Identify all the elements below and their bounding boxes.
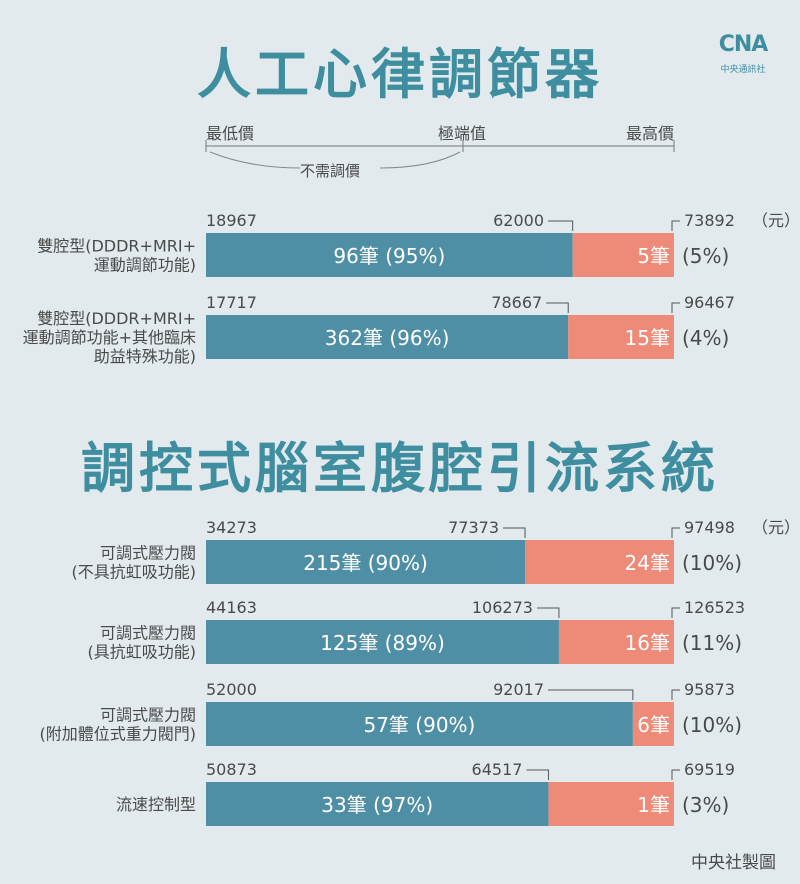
max-connector (671, 769, 680, 780)
legend-max-label: 最高價 (626, 124, 675, 143)
normal-bar (206, 620, 559, 664)
threshold-value-label: 62000 (493, 211, 544, 230)
normal-count-label: 125筆 (89%) (320, 631, 445, 655)
extreme-count-label: 5筆 (637, 244, 670, 268)
unit-label: （元） (752, 518, 800, 537)
row-label: 運動調節功能+其他臨床 (23, 328, 196, 347)
extreme-pct-label: (11%) (682, 631, 742, 655)
extreme-bar (568, 315, 674, 359)
max-value-label: 95873 (684, 680, 735, 699)
shunt-title: 調控式腦室腹腔引流系統 (81, 437, 719, 500)
min-value-label: 18967 (206, 211, 257, 230)
extreme-bar (572, 233, 674, 277)
row-label: (不具抗虹吸功能) (72, 563, 197, 582)
extreme-bar (525, 540, 674, 584)
max-value-label: 126523 (684, 598, 745, 617)
row-label: 助益特殊功能) (94, 347, 196, 366)
max-connector (671, 302, 680, 313)
row-label: 可調式壓力閥 (100, 624, 196, 643)
extreme-pct-label: (10%) (682, 551, 742, 575)
extreme-count-label: 16筆 (625, 631, 670, 655)
legend-no-adjust-label: 不需調價 (300, 162, 361, 180)
max-value-label: 97498 (684, 518, 735, 537)
threshold-value-label: 106273 (472, 598, 533, 617)
threshold-connector (503, 527, 526, 538)
threshold-value-label: 78667 (491, 293, 542, 312)
max-connector (671, 689, 680, 700)
extreme-count-label: 15筆 (625, 326, 670, 350)
min-value-label: 52000 (206, 680, 257, 699)
row-label: (具抗虹吸功能) (88, 643, 197, 662)
threshold-connector (548, 689, 634, 700)
min-value-label: 17717 (206, 293, 257, 312)
extreme-pct-label: (4%) (682, 326, 729, 350)
threshold-connector (536, 607, 560, 618)
logo-brand-text: CNA (718, 32, 769, 57)
normal-count-label: 96筆 (95%) (333, 244, 445, 268)
threshold-value-label: 64517 (472, 760, 523, 779)
threshold-connector (546, 302, 569, 313)
pacemaker-title: 人工心律調節器 (197, 43, 603, 106)
unit-label: （元） (752, 211, 800, 230)
extreme-bar (548, 782, 674, 826)
max-value-label: 96467 (684, 293, 735, 312)
threshold-connector (548, 220, 574, 231)
normal-bar (206, 315, 569, 359)
min-value-label: 50873 (206, 760, 257, 779)
extreme-pct-label: (3%) (682, 793, 729, 817)
extreme-bar (632, 702, 674, 746)
min-value-label: 44163 (206, 598, 257, 617)
extreme-pct-label: (5%) (682, 244, 729, 268)
threshold-value-label: 77373 (448, 518, 499, 537)
legend-min-label: 最低價 (206, 124, 255, 143)
extreme-pct-label: (10%) (682, 713, 742, 737)
row-label: 運動調節功能) (94, 256, 196, 275)
normal-bar (206, 540, 526, 584)
normal-bar (206, 702, 633, 746)
max-value-label: 73892 (684, 211, 735, 230)
threshold-connector (526, 769, 549, 780)
min-value-label: 34273 (206, 518, 257, 537)
extreme-count-label: 1筆 (637, 793, 670, 817)
max-value-label: 69519 (684, 760, 735, 779)
row-label: 流速控制型 (116, 795, 196, 814)
normal-count-label: 33筆 (97%) (321, 793, 433, 817)
footer-credit: 中央社製圖 (691, 853, 776, 873)
threshold-value-label: 92017 (493, 680, 544, 699)
max-connector (671, 527, 680, 538)
row-label: 雙腔型(DDDR+MRI+ (37, 309, 196, 328)
normal-bar (206, 782, 549, 826)
normal-bar (206, 233, 573, 277)
extreme-bar (558, 620, 674, 664)
extreme-count-label: 6筆 (637, 713, 670, 737)
normal-count-label: 215筆 (90%) (303, 551, 428, 575)
normal-count-label: 57筆 (90%) (363, 713, 475, 737)
bar-rows: 18967 62000 73892 （元） 96筆 (95%) 5筆 (5%) 雙腔型(DDD… (23, 211, 800, 826)
normal-count-label: 362筆 (96%) (325, 326, 450, 350)
legend-extreme-label: 極端值 (438, 124, 487, 143)
max-connector (671, 220, 680, 231)
row-label: 可調式壓力閥 (100, 544, 196, 563)
extreme-count-label: 24筆 (625, 551, 670, 575)
max-connector (671, 607, 680, 618)
row-label: 可調式壓力閥 (100, 706, 196, 725)
row-label: 雙腔型(DDDR+MRI+ (37, 237, 196, 256)
row-label: (附加體位式重力閥門) (40, 725, 197, 744)
logo-sub-text: 中央通訊社 (720, 65, 766, 75)
legend-bracket (205, 140, 675, 169)
